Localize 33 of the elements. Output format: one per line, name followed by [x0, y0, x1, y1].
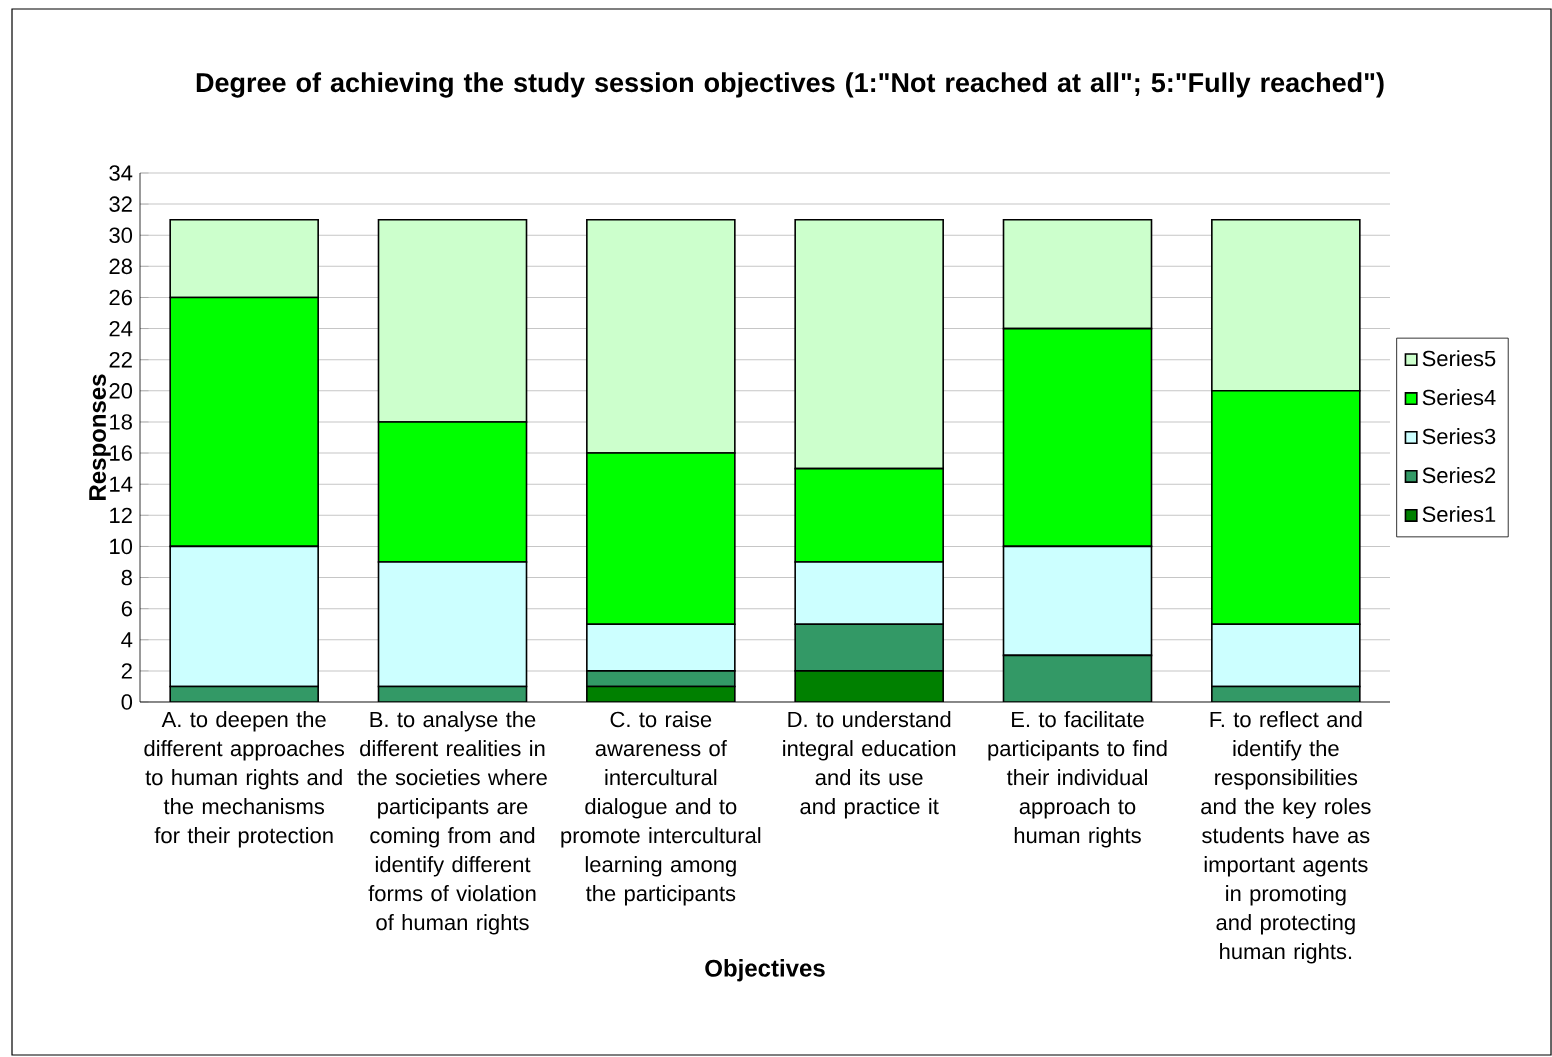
y-tick-label: 18	[110, 414, 132, 430]
x-tick-label: A. to deepen the different approaches to human rights and the mechanisms for their protection	[144, 711, 345, 848]
y-tick-label: 6	[121, 600, 132, 617]
x-tick-label: D. to understand integral education and its use and practice it	[783, 711, 956, 819]
legend-label: Series3	[1422, 428, 1496, 445]
y-tick-label: 14	[110, 476, 133, 492]
legend-label: Series1	[1422, 505, 1496, 523]
category-label: F. to reflect and identify the responsibilities and the key roles students have as important agents in promoting and protecting human rights.	[1201, 711, 1371, 964]
y-tick-label: 12	[110, 507, 132, 523]
bar	[794, 670, 944, 702]
y-tick-label: 2	[121, 663, 132, 679]
y-tick-label: 32	[109, 196, 132, 212]
y-axis-title: Responses	[89, 374, 111, 500]
x-tick-label: B. to analyse the different realities in the societies where participants are coming from and identify different forms of violation of human rights	[357, 711, 547, 935]
x-tick-label: E. to facilitate participants to find their individual approach to human rights	[988, 711, 1167, 848]
y-tick-label: 26	[109, 289, 132, 306]
y-tick-label: 30	[109, 227, 133, 244]
x-axis-title: Objectives	[705, 959, 825, 982]
y-tick-label: 0	[121, 694, 133, 710]
y-tick-label: 34	[109, 165, 133, 181]
y-tick-label: 28	[109, 258, 132, 275]
legend-label: Series5	[1422, 350, 1496, 367]
y-tick-label: 8	[121, 569, 132, 586]
y-tick-label: 22	[109, 352, 132, 368]
y-tick-label: 10	[110, 538, 133, 555]
y-tick-label: 20	[109, 383, 133, 399]
x-tick-label: C. to raise awareness of intercultural dialogue and to promote intercultural learning among the participants	[561, 711, 761, 906]
y-tick-label: 16	[110, 445, 132, 461]
y-tick-label: 4	[121, 632, 133, 648]
legend-label: Series4	[1422, 389, 1496, 406]
y-tick-label: 24	[109, 320, 133, 337]
legend-label: Series2	[1422, 466, 1496, 484]
chart-title: Degree of achieving the study session objectives (1:"Not reached at all"; 5:"Fully reached")	[196, 72, 1384, 98]
